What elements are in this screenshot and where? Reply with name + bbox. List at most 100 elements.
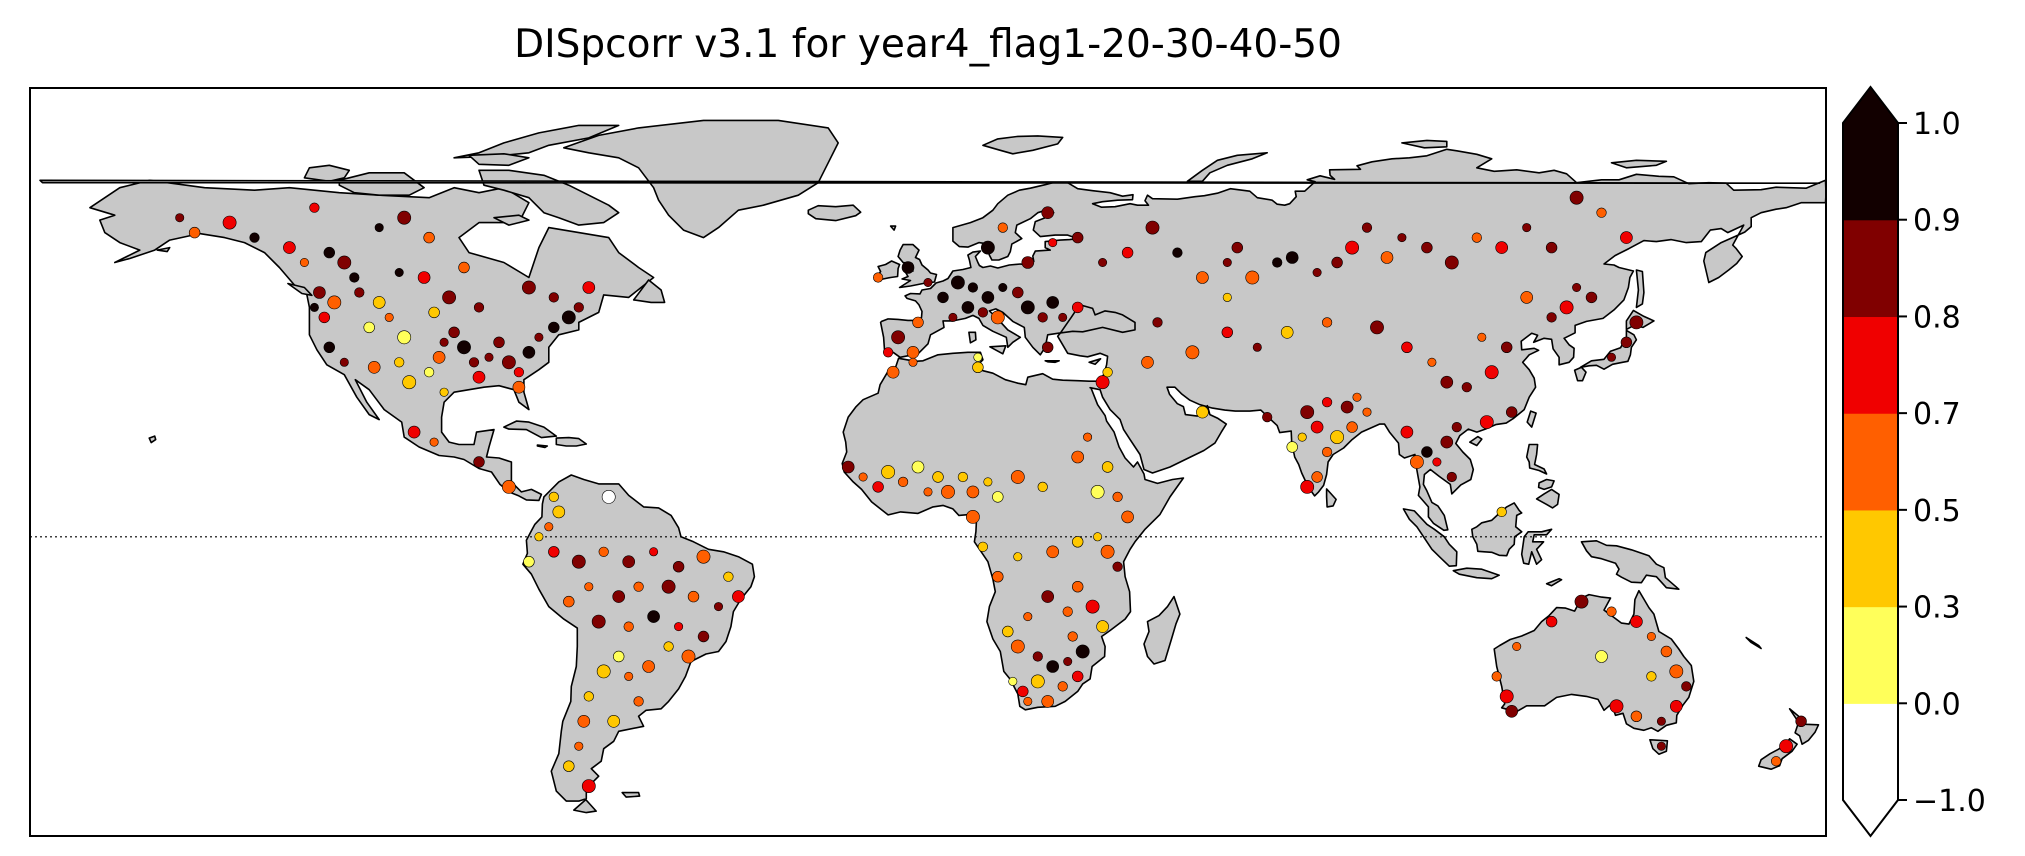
station-marker bbox=[622, 555, 636, 569]
station-marker bbox=[623, 621, 634, 632]
station-marker bbox=[1037, 312, 1048, 323]
station-marker bbox=[367, 360, 381, 374]
station-marker bbox=[573, 302, 584, 313]
station-marker bbox=[612, 650, 625, 663]
station-marker bbox=[1085, 599, 1100, 614]
station-marker bbox=[1471, 232, 1482, 243]
station-marker bbox=[1660, 645, 1673, 658]
colorbar-extend-min bbox=[1843, 800, 1898, 836]
station-marker bbox=[992, 570, 1004, 583]
station-marker bbox=[1321, 397, 1333, 408]
colorbar-bin bbox=[1843, 509, 1898, 608]
land-novaya-zemlya bbox=[1186, 152, 1268, 183]
station-marker bbox=[1630, 615, 1643, 628]
station-marker bbox=[1196, 405, 1209, 419]
land-victoria-island bbox=[338, 172, 425, 196]
station-marker bbox=[1002, 625, 1014, 638]
station-marker bbox=[1656, 741, 1666, 751]
station-marker bbox=[696, 549, 711, 564]
land-cuba bbox=[503, 420, 558, 439]
station-marker bbox=[582, 281, 596, 294]
station-marker bbox=[681, 649, 696, 664]
station-marker bbox=[548, 546, 560, 558]
station-marker bbox=[513, 367, 525, 378]
station-marker bbox=[442, 290, 456, 305]
land-newfoundland bbox=[632, 279, 666, 304]
station-marker bbox=[1795, 715, 1807, 727]
station-marker bbox=[1670, 699, 1683, 713]
station-marker bbox=[957, 471, 969, 483]
station-marker bbox=[1245, 270, 1260, 285]
land-japan-kyushu bbox=[1573, 366, 1587, 382]
land-southampton-island bbox=[493, 214, 530, 226]
land-sardinia-corsica bbox=[968, 331, 977, 344]
land-crete bbox=[1044, 359, 1060, 364]
station-marker bbox=[891, 330, 905, 345]
station-marker bbox=[932, 471, 944, 483]
station-marker bbox=[501, 355, 516, 370]
station-marker bbox=[1041, 341, 1054, 353]
station-marker bbox=[1221, 326, 1234, 338]
station-marker bbox=[1606, 606, 1617, 617]
station-marker bbox=[647, 610, 660, 623]
station-marker bbox=[1779, 739, 1793, 754]
station-marker bbox=[561, 310, 576, 325]
station-marker bbox=[1093, 532, 1103, 542]
station-marker bbox=[990, 310, 1005, 325]
station-marker bbox=[402, 375, 417, 390]
station-marker bbox=[1101, 461, 1114, 473]
station-marker bbox=[1071, 580, 1084, 593]
station-marker bbox=[432, 350, 446, 364]
station-marker bbox=[1496, 506, 1507, 518]
station-marker bbox=[363, 321, 375, 334]
land-falklands bbox=[621, 791, 641, 798]
station-marker bbox=[188, 226, 201, 239]
station-marker bbox=[1669, 664, 1684, 679]
colorbar-bin bbox=[1843, 219, 1898, 318]
station-marker bbox=[473, 302, 485, 313]
colorbar-bin bbox=[1843, 606, 1898, 704]
station-marker bbox=[323, 341, 335, 353]
station-marker bbox=[1252, 342, 1262, 352]
station-marker bbox=[1141, 355, 1154, 369]
colorbar-tick-label: 0.0 bbox=[1913, 687, 1961, 722]
station-marker bbox=[1340, 400, 1354, 414]
colorbar-tick-label: 0.5 bbox=[1913, 494, 1961, 529]
land-sumatra bbox=[1402, 508, 1458, 568]
station-marker bbox=[523, 555, 535, 568]
station-marker bbox=[1397, 233, 1407, 243]
station-marker bbox=[1013, 552, 1023, 562]
station-marker bbox=[1046, 296, 1059, 309]
land-tierra-del-fuego bbox=[572, 798, 598, 814]
station-marker bbox=[624, 671, 634, 681]
station-marker bbox=[1331, 256, 1343, 269]
station-marker bbox=[394, 357, 405, 368]
station-marker bbox=[1300, 479, 1315, 494]
station-marker bbox=[1596, 207, 1607, 218]
station-marker bbox=[327, 295, 342, 310]
station-marker bbox=[1495, 241, 1508, 254]
station-marker bbox=[983, 477, 993, 487]
station-marker bbox=[1607, 352, 1617, 362]
station-marker bbox=[973, 352, 983, 362]
map-frame bbox=[29, 87, 1827, 837]
land-philippines-luzon bbox=[1525, 443, 1548, 475]
station-marker bbox=[1479, 415, 1494, 429]
station-marker bbox=[1196, 271, 1209, 284]
station-marker bbox=[937, 291, 949, 304]
station-marker bbox=[649, 547, 659, 557]
station-marker bbox=[1071, 301, 1084, 314]
colorbar-tick-label: 0.3 bbox=[1913, 591, 1961, 626]
station-marker bbox=[1620, 231, 1633, 244]
station-marker bbox=[374, 223, 384, 233]
station-marker bbox=[563, 760, 575, 772]
station-marker bbox=[534, 532, 544, 542]
station-marker bbox=[1559, 300, 1574, 315]
station-marker bbox=[591, 614, 606, 629]
station-marker bbox=[493, 336, 505, 348]
station-marker bbox=[1172, 247, 1183, 258]
station-marker bbox=[1321, 317, 1333, 328]
station-marker bbox=[1048, 238, 1058, 248]
station-marker bbox=[977, 307, 989, 318]
